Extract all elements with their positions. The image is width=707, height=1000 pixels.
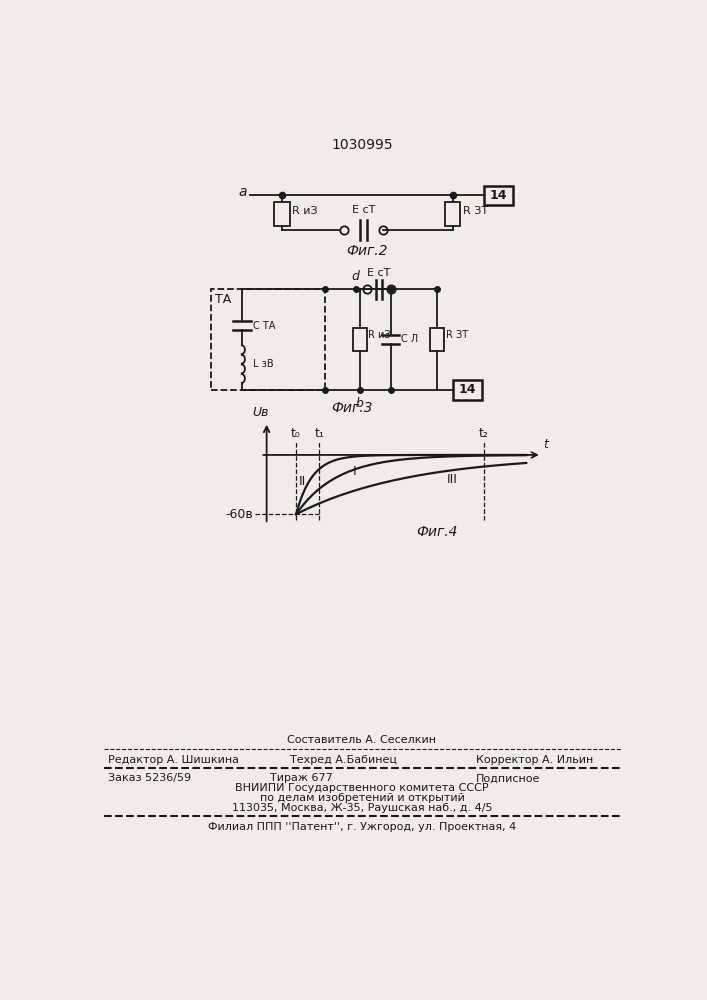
Text: 14: 14 xyxy=(490,189,507,202)
Text: Тираж 677: Тираж 677 xyxy=(271,773,333,783)
Bar xyxy=(211,289,325,389)
Text: E сТ: E сТ xyxy=(368,268,391,278)
Text: C ТА: C ТА xyxy=(252,321,275,331)
Text: R ЗТ: R ЗТ xyxy=(462,206,488,216)
Text: R иЗ: R иЗ xyxy=(292,206,318,216)
Text: III: III xyxy=(448,473,458,486)
Text: R иЗ: R иЗ xyxy=(368,330,391,340)
Text: ВНИИПИ Государственного комитета СССР: ВНИИПИ Государственного комитета СССР xyxy=(235,783,489,793)
Text: t: t xyxy=(543,438,548,451)
Text: d: d xyxy=(352,270,360,283)
Text: t₁: t₁ xyxy=(315,427,325,440)
Text: C Л: C Л xyxy=(401,334,418,344)
Bar xyxy=(430,328,444,351)
Text: E сТ: E сТ xyxy=(352,205,375,215)
Text: Uв: Uв xyxy=(252,406,269,419)
Text: Подписное: Подписное xyxy=(476,773,540,783)
Bar xyxy=(353,328,367,351)
Text: 14: 14 xyxy=(459,383,476,396)
Text: 113035, Москва, Ж-35, Раушская наб., д. 4/5: 113035, Москва, Ж-35, Раушская наб., д. … xyxy=(232,803,492,813)
Bar xyxy=(484,186,513,205)
Text: Фиг.2: Фиг.2 xyxy=(346,244,388,258)
Text: Составитель А. Сеселкин: Составитель А. Сеселкин xyxy=(288,735,436,745)
Text: a: a xyxy=(238,185,247,199)
Text: L зВ: L зВ xyxy=(252,359,274,369)
Text: Корректор А. Ильин: Корректор А. Ильин xyxy=(476,755,593,765)
Text: -60в: -60в xyxy=(225,508,252,521)
Text: Техред А.Бабинец: Техред А.Бабинец xyxy=(290,755,397,765)
Text: t₀: t₀ xyxy=(291,427,301,440)
Text: Филиал ППП ''Патент'', г. Ужгород, ул. Проектная, 4: Филиал ППП ''Патент'', г. Ужгород, ул. П… xyxy=(208,822,516,832)
Bar xyxy=(274,202,290,226)
Text: R ЗТ: R ЗТ xyxy=(446,330,469,340)
Bar xyxy=(445,202,460,226)
Text: I: I xyxy=(352,465,356,478)
Text: Фиг.4: Фиг.4 xyxy=(416,525,458,539)
Text: Фиг.3: Фиг.3 xyxy=(331,401,373,415)
Text: t₂: t₂ xyxy=(479,427,489,440)
Text: ТА: ТА xyxy=(215,293,231,306)
Text: II: II xyxy=(298,475,306,488)
Text: по делам изобретений и открытий: по делам изобретений и открытий xyxy=(259,793,464,803)
Text: b: b xyxy=(356,397,363,410)
Text: 1030995: 1030995 xyxy=(331,138,393,152)
Text: Редактор А. Шишкина: Редактор А. Шишкина xyxy=(107,755,239,765)
Text: Заказ 5236/59: Заказ 5236/59 xyxy=(107,773,191,783)
Bar xyxy=(452,380,482,400)
